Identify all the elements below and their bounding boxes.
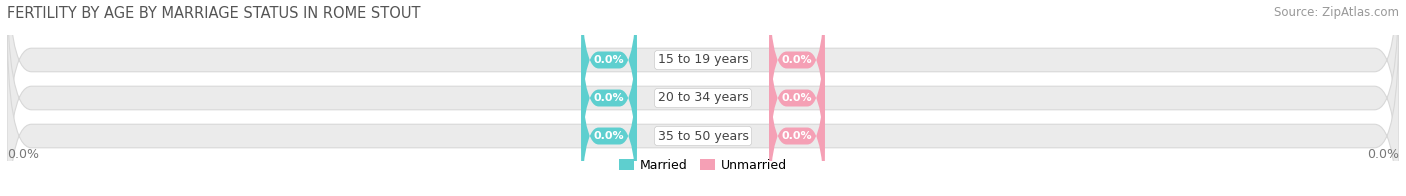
Text: 15 to 19 years: 15 to 19 years bbox=[658, 54, 748, 66]
Text: Source: ZipAtlas.com: Source: ZipAtlas.com bbox=[1274, 6, 1399, 19]
FancyBboxPatch shape bbox=[769, 0, 825, 147]
Legend: Married, Unmarried: Married, Unmarried bbox=[613, 154, 793, 177]
Text: 0.0%: 0.0% bbox=[7, 148, 39, 161]
Text: FERTILITY BY AGE BY MARRIAGE STATUS IN ROME STOUT: FERTILITY BY AGE BY MARRIAGE STATUS IN R… bbox=[7, 6, 420, 21]
FancyBboxPatch shape bbox=[7, 0, 1399, 181]
FancyBboxPatch shape bbox=[581, 11, 637, 185]
FancyBboxPatch shape bbox=[769, 49, 825, 196]
Text: 0.0%: 0.0% bbox=[593, 55, 624, 65]
FancyBboxPatch shape bbox=[769, 11, 825, 185]
Text: 0.0%: 0.0% bbox=[593, 131, 624, 141]
Text: 0.0%: 0.0% bbox=[782, 55, 813, 65]
Text: 0.0%: 0.0% bbox=[782, 93, 813, 103]
FancyBboxPatch shape bbox=[581, 0, 637, 147]
FancyBboxPatch shape bbox=[7, 0, 1399, 196]
Text: 20 to 34 years: 20 to 34 years bbox=[658, 92, 748, 104]
Text: 0.0%: 0.0% bbox=[1367, 148, 1399, 161]
FancyBboxPatch shape bbox=[7, 15, 1399, 196]
Text: 0.0%: 0.0% bbox=[782, 131, 813, 141]
FancyBboxPatch shape bbox=[581, 49, 637, 196]
Text: 0.0%: 0.0% bbox=[593, 93, 624, 103]
Text: 35 to 50 years: 35 to 50 years bbox=[658, 130, 748, 142]
